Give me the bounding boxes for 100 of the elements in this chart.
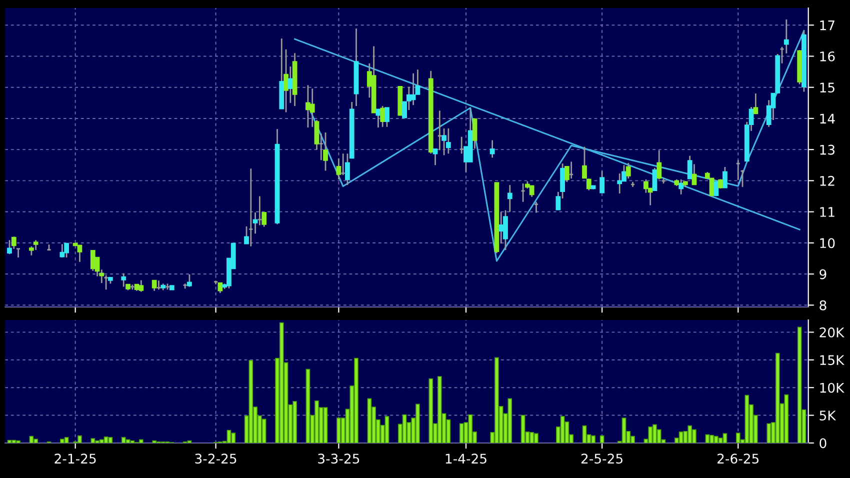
- candlestick: [687, 155, 692, 180]
- candlestick: [490, 140, 495, 158]
- y-tick-label: 12: [820, 176, 834, 186]
- candlestick: [714, 180, 719, 197]
- y-tick-label: 10K: [820, 382, 844, 393]
- bar: [138, 439, 144, 443]
- y-tick-label: 15: [820, 82, 834, 93]
- bar: [797, 326, 802, 443]
- bar: [468, 414, 473, 443]
- y-tick-label: 16: [820, 51, 835, 62]
- y-tick-label: 14: [820, 114, 835, 124]
- bar: [323, 407, 328, 443]
- bar: [90, 438, 96, 443]
- x-tick-label: 2-5-25: [581, 454, 622, 464]
- bar: [121, 437, 126, 443]
- bar: [60, 438, 64, 443]
- x-tick-label: 2-1-25: [54, 454, 96, 464]
- bar: [437, 376, 442, 443]
- bar: [722, 433, 728, 443]
- candlestick: [656, 149, 662, 180]
- candlestick: [626, 162, 631, 180]
- candlestick: [446, 128, 451, 154]
- bar: [99, 439, 104, 443]
- bar: [104, 436, 108, 443]
- bar: [384, 416, 390, 443]
- candlestick: [617, 172, 622, 194]
- bar: [306, 368, 310, 443]
- candlestick: [152, 280, 157, 292]
- bar: [459, 423, 464, 443]
- candlestick: [60, 243, 65, 258]
- candlestick: [376, 108, 381, 128]
- bar: [775, 352, 780, 443]
- candlestick: [718, 178, 724, 190]
- bar: [520, 414, 526, 443]
- y-tick-label: 8: [820, 300, 826, 310]
- bar: [560, 416, 565, 443]
- bar: [152, 440, 157, 443]
- x-tick-label: 3-2-25: [195, 454, 236, 464]
- bar: [402, 414, 407, 443]
- bar: [187, 440, 192, 443]
- candlestick: [722, 166, 728, 188]
- bar: [688, 425, 692, 443]
- candlestick: [380, 105, 386, 128]
- bar: [29, 436, 34, 443]
- y-tick-label: 17: [820, 20, 834, 30]
- bar: [678, 432, 684, 443]
- candlestick: [600, 170, 604, 194]
- bar: [736, 432, 740, 443]
- y-tick-label: 11: [820, 207, 834, 217]
- candlestick: [323, 132, 328, 172]
- bar: [582, 425, 587, 443]
- candlestick: [384, 107, 390, 128]
- candlestick: [529, 185, 534, 198]
- candlestick: [11, 236, 16, 250]
- bar: [784, 394, 789, 443]
- candlestick: [288, 66, 293, 104]
- x-tick-label: 2-6-25: [718, 454, 759, 464]
- bar: [428, 378, 434, 443]
- bar: [64, 437, 69, 443]
- bar: [262, 418, 266, 443]
- candlestick: [410, 72, 416, 106]
- bar: [508, 398, 512, 443]
- y-tick-label: 15K: [820, 355, 844, 366]
- y-tick-label: 5K: [820, 410, 836, 420]
- candlestick: [498, 211, 504, 244]
- candlestick: [784, 18, 789, 54]
- candlestick: [33, 239, 38, 251]
- candlestick: [336, 158, 342, 180]
- candlestick: [121, 272, 126, 288]
- y-tick-label: 0: [820, 438, 826, 448]
- candlestick: [678, 178, 684, 196]
- candlestick: [77, 244, 82, 263]
- bar: [248, 360, 254, 443]
- candlestick: [218, 282, 223, 294]
- bar: [744, 394, 750, 443]
- bar: [367, 398, 372, 443]
- candlestick: [692, 163, 697, 186]
- candlestick: [7, 239, 12, 255]
- y-tick-label: 20K: [820, 327, 844, 338]
- bar: [622, 418, 626, 443]
- y-tick-label: 9: [820, 269, 826, 280]
- y-tick-label: 13: [820, 144, 834, 155]
- candlestick: [507, 184, 512, 212]
- bar: [12, 440, 16, 443]
- bar: [231, 432, 236, 443]
- candlestick: [187, 274, 192, 288]
- bar: [130, 440, 135, 443]
- bar: [34, 438, 38, 443]
- bar: [600, 435, 604, 443]
- bar: [7, 440, 12, 443]
- candlestick: [138, 280, 144, 292]
- y-tick-label: 10: [820, 238, 835, 248]
- bar: [648, 426, 653, 443]
- bar: [226, 430, 232, 443]
- candlestick: [90, 250, 96, 272]
- bar: [279, 322, 284, 443]
- x-tick-label: 3-3-25: [318, 454, 360, 464]
- bar: [766, 423, 772, 443]
- x-tick-label: 1-4-25: [446, 454, 486, 464]
- bar: [108, 437, 113, 443]
